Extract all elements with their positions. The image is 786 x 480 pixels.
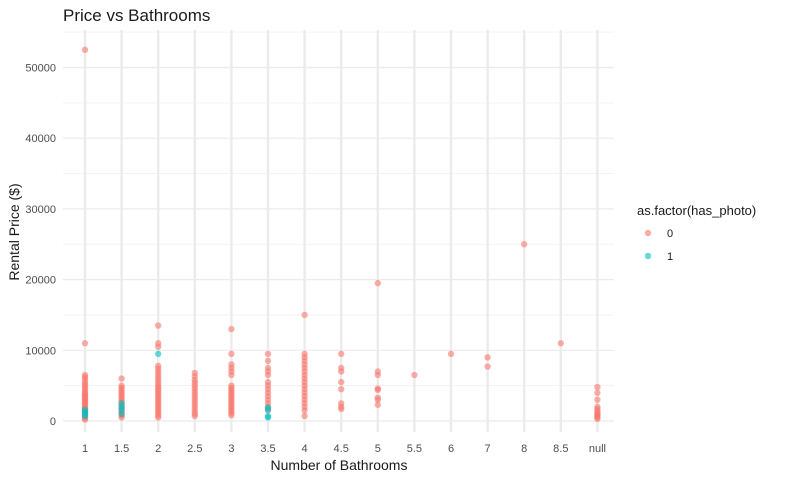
data-point-0	[155, 343, 162, 350]
data-point-0	[338, 378, 345, 386]
data-point-1	[264, 414, 272, 421]
data-point-0	[264, 350, 272, 358]
data-point-1	[155, 350, 162, 358]
data-point-0	[338, 405, 345, 413]
y-tick-label: 30000	[25, 204, 56, 216]
y-axis-title: Rental Price ($)	[6, 183, 22, 280]
x-tick-label: 1.5	[114, 443, 129, 455]
data-point-1	[118, 410, 125, 418]
data-point-0	[264, 357, 272, 365]
x-axis-title: Number of Bathrooms	[271, 457, 408, 473]
y-tick-label: 10000	[25, 345, 56, 357]
legend-title: as.factor(has_photo)	[637, 203, 756, 218]
legend: as.factor(has_photo) 0 1	[637, 203, 756, 263]
x-tick-label: 7	[485, 443, 491, 455]
y-axis-ticks: 0 10000 20000 30000 40000 50000	[25, 63, 56, 429]
data-point-0	[228, 371, 235, 379]
data-point-0	[228, 350, 235, 358]
legend-key-0	[644, 229, 652, 237]
x-tick-label: 1	[82, 443, 88, 455]
data-point-0	[301, 412, 308, 420]
x-tick-label: 2	[155, 443, 161, 455]
data-point-0	[447, 350, 455, 358]
x-tick-label: 4.5	[334, 443, 349, 455]
grid-lines	[63, 30, 614, 432]
x-tick-label: 6	[448, 443, 454, 455]
data-point-0	[338, 368, 345, 375]
data-point-0	[374, 279, 381, 287]
data-point-0	[264, 371, 272, 379]
x-tick-label: 4	[302, 443, 308, 455]
x-tick-label: 2.5	[187, 443, 202, 455]
data-point-1	[264, 406, 272, 413]
y-tick-label: 0	[50, 416, 56, 428]
data-point-0	[301, 311, 308, 319]
data-point-0	[374, 386, 381, 394]
y-tick-label: 40000	[25, 133, 56, 145]
x-tick-label: 5	[375, 443, 381, 455]
x-tick-label: 8.5	[553, 443, 568, 455]
data-point-0	[191, 412, 198, 420]
data-point-0	[118, 375, 125, 382]
data-point-0	[374, 401, 381, 408]
data-point-0	[228, 325, 235, 333]
data-point-0	[557, 340, 564, 347]
legend-label-0: 0	[667, 228, 673, 240]
data-point-0	[374, 371, 381, 379]
data-point-0	[521, 241, 528, 248]
x-tick-label: 3.5	[260, 443, 275, 455]
data-point-0	[594, 389, 601, 396]
data-point-0	[484, 354, 491, 361]
y-tick-label: 50000	[25, 63, 56, 75]
x-tick-label: 3	[228, 443, 234, 455]
data-point-0	[374, 396, 381, 403]
x-tick-label: 5.5	[407, 443, 422, 455]
data-point-0	[594, 415, 601, 423]
legend-key-1	[644, 252, 652, 260]
chart-title: Price vs Bathrooms	[63, 6, 210, 25]
data-point-0	[594, 396, 601, 403]
data-point-0	[338, 350, 345, 358]
y-tick-label: 20000	[25, 275, 56, 287]
data-point-0	[338, 385, 345, 393]
legend-label-1: 1	[667, 251, 673, 263]
data-point-0	[301, 407, 308, 414]
data-point-1	[81, 412, 89, 420]
x-tick-label: 8	[521, 443, 527, 455]
data-point-0	[81, 340, 89, 347]
data-point-0	[484, 363, 491, 370]
data-point-0	[228, 412, 235, 419]
data-point-0	[594, 383, 601, 391]
data-point-0	[155, 322, 162, 329]
data-point-0	[411, 371, 418, 379]
x-tick-label: null	[589, 443, 606, 455]
x-axis-ticks: 1 1.5 2 2.5 3 3.5 4 4.5 5 5.5 6 7 8 8.5 null	[82, 443, 606, 455]
data-point-0	[155, 414, 162, 421]
data-points	[81, 46, 601, 423]
data-point-0	[81, 46, 89, 54]
